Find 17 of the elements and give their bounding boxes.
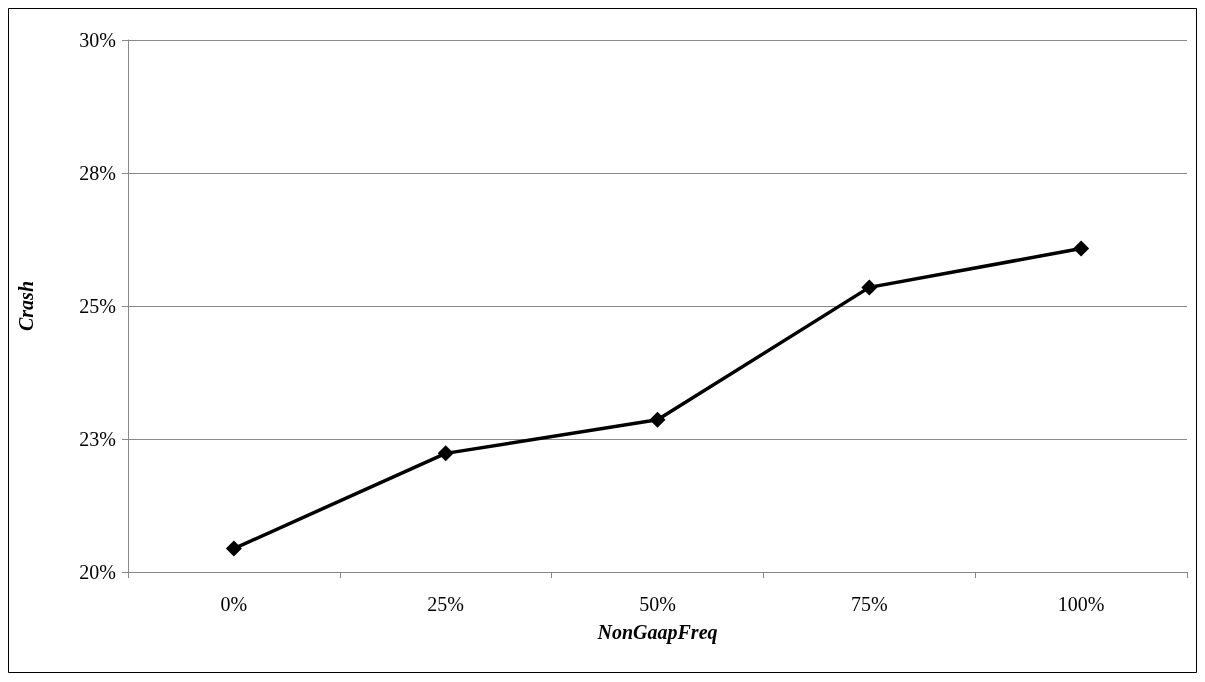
x-tick-label: 0% [220,593,248,615]
y-tick-label: 28% [79,162,116,184]
point [861,279,878,296]
y-axis-title: Crash [15,280,37,332]
x-tick-label: 100% [1057,593,1105,615]
point [649,411,666,428]
y-tick-label: 30% [79,29,116,51]
point [437,445,454,462]
point [225,540,242,557]
y-tick-label: 23% [79,428,116,450]
x-tick-label: 25% [427,593,465,615]
x-tick-label: 50% [639,593,676,615]
y-tick-label: 20% [79,561,116,583]
y-tick-label: 25% [79,295,116,317]
x-axis-title: NonGaapFreq [596,621,718,644]
x-tick-label: 75% [850,593,888,615]
point [1073,240,1090,257]
